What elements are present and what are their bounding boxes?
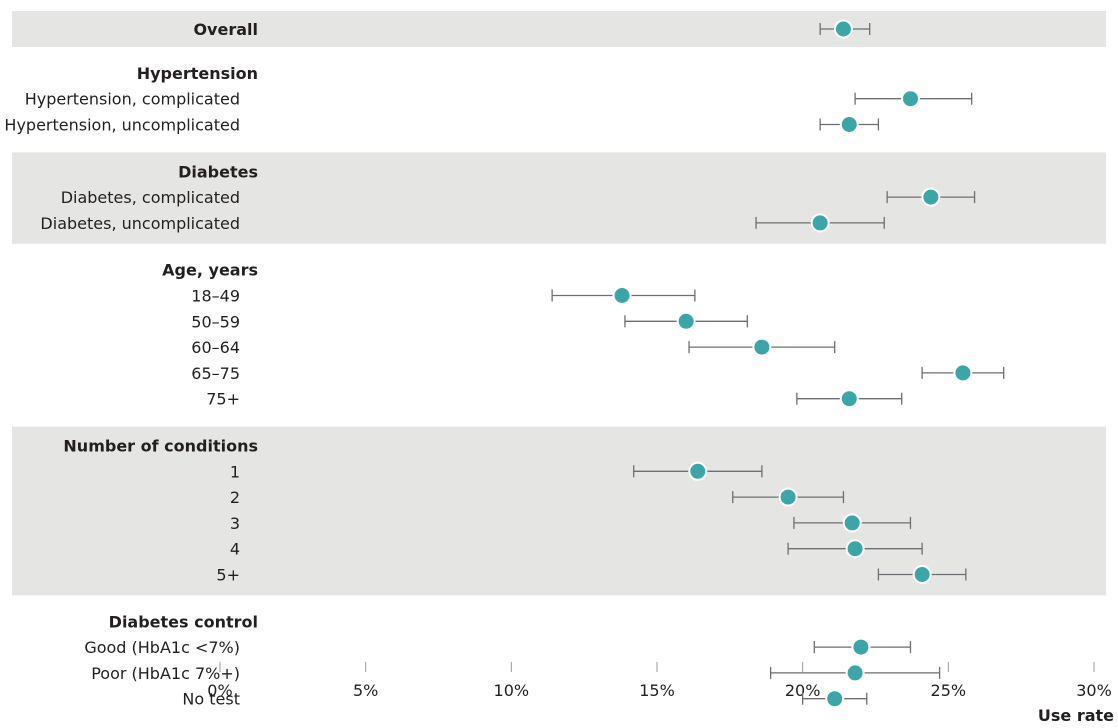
estimate-point: [851, 637, 871, 657]
estimate-point: [825, 689, 845, 709]
estimate-point: [842, 513, 862, 533]
row-label: 65–75: [191, 364, 240, 383]
group-header: Number of conditions: [63, 437, 258, 456]
estimate-point: [912, 565, 932, 584]
group-header: Overall: [193, 20, 258, 39]
row-label: 1: [230, 462, 240, 481]
row-label: 2: [230, 488, 240, 507]
x-tick-label: 20%: [785, 681, 821, 700]
row-label: 50–59: [191, 312, 240, 331]
x-axis-label: Use rate: [1038, 706, 1114, 725]
row-label: Poor (HbA1c 7%+): [91, 664, 240, 683]
estimate-point: [845, 539, 865, 559]
row-label: No test: [182, 690, 240, 709]
row-label: Diabetes, complicated: [61, 188, 240, 207]
group-header: Hypertension: [137, 64, 258, 83]
estimate-point: [921, 187, 941, 207]
estimate-point: [688, 461, 708, 481]
row-label: 60–64: [191, 338, 240, 357]
row-label: 18–49: [191, 287, 240, 306]
estimate-point: [752, 337, 772, 357]
row-label: Hypertension, uncomplicated: [4, 116, 240, 135]
row-label: 5+: [216, 566, 240, 585]
estimate-point: [612, 286, 632, 305]
group-header: Diabetes control: [109, 612, 258, 631]
row-label: Diabetes, uncomplicated: [40, 214, 240, 233]
estimate-point: [845, 663, 865, 683]
estimate-point: [810, 213, 830, 233]
x-tick-label: 5%: [353, 681, 378, 700]
group-band: [12, 11, 1106, 47]
group-header: Diabetes: [178, 162, 258, 181]
estimate-point: [953, 363, 973, 383]
estimate-point: [900, 89, 920, 109]
row-label: 75+: [206, 390, 240, 409]
group-header: Age, years: [162, 261, 258, 280]
row-label: Good (HbA1c <7%): [84, 638, 240, 657]
plot-marks: [551, 19, 1005, 709]
estimate-point: [778, 487, 798, 507]
row-label: 3: [230, 514, 240, 533]
row-label: Hypertension, complicated: [25, 90, 240, 109]
x-axis: 0% 5% 10% 15% 20% 25% 30%: [207, 662, 1112, 700]
estimate-point: [833, 19, 853, 39]
row-labels: Overall Hypertension Hypertension, complic…: [4, 20, 258, 709]
x-tick-label: 10%: [494, 681, 530, 700]
x-tick-label: 30%: [1076, 681, 1112, 700]
estimate-point: [839, 115, 859, 134]
estimate-point: [839, 389, 859, 409]
estimate-point: [676, 311, 696, 331]
x-tick-label: 25%: [931, 681, 967, 700]
row-label: 4: [230, 540, 240, 559]
x-tick-label: 15%: [639, 681, 675, 700]
x-tick-label: 0%: [207, 681, 232, 700]
